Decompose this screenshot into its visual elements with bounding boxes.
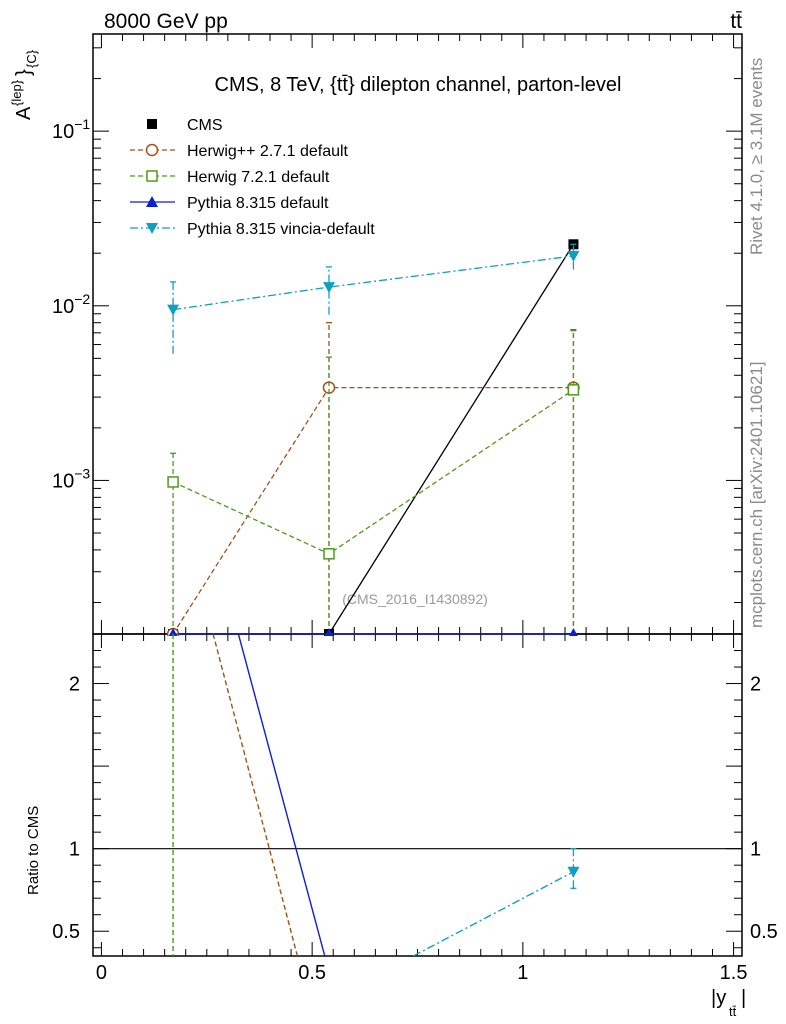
legend-marker-1 [145, 143, 159, 157]
legend-label-2: Herwig 7.2.1 default [187, 169, 330, 186]
svg-text:A: A [13, 106, 35, 120]
series-3-point [168, 628, 178, 636]
svg-text:{C}: {C} [24, 49, 39, 68]
ratio-series-group [172, 634, 580, 956]
x-axis-label: |y tt̄ | [711, 987, 746, 1019]
ratio-frame [92, 633, 743, 957]
series-2-point [167, 476, 179, 488]
x-tick-label: 1 [517, 962, 528, 984]
svg-text:|: | [741, 987, 746, 1009]
legend-marker-2 [146, 170, 158, 182]
ratio-y-tick-label: 2 [69, 674, 80, 696]
process-label: tt̄ [730, 10, 742, 33]
legend: CMS Herwig++ 2.7.1 default Herwig 7.2.1 de… [130, 117, 375, 238]
ratio-line-0 [212, 634, 299, 956]
svg-text:{lep}: {lep} [9, 79, 24, 106]
ratio-y-tick-label: 1 [750, 839, 761, 861]
svg-text:}: } [13, 69, 35, 76]
plot-title: CMS, 8 TeV, {tt̄} dilepton channel, part… [215, 74, 622, 96]
series-3-point [569, 628, 578, 636]
mcplots-source-label: mcplots.cern.ch [arXiv:2401.10621] [747, 362, 766, 628]
legend-marker-4 [146, 223, 158, 234]
series-0-line [173, 243, 574, 635]
ratio-axis-label: Ratio to CMS [25, 806, 42, 895]
ratio-y-tick-label: 1 [69, 839, 80, 861]
svg-text:tt̄: tt̄ [729, 1004, 737, 1019]
series-4-point [323, 282, 335, 294]
ratio-line-1 [237, 634, 326, 956]
ratio-y-tick-label: 0.5 [750, 921, 778, 943]
y-tick-label: 10−3 [52, 465, 90, 492]
series-2-point [323, 548, 335, 560]
series-2-line [172, 389, 574, 555]
legend-label-3: Pythia 8.315 default [187, 195, 329, 212]
legend-marker-3 [146, 196, 158, 207]
legend-marker-0 [147, 119, 157, 129]
series-4-line [172, 255, 574, 311]
analysis-watermark: (CMS_2016_I1430892) [342, 591, 488, 607]
ratio-point-0 [567, 866, 580, 878]
legend-label-1: Herwig++ 2.7.1 default [187, 143, 349, 160]
x-tick-label: 1.5 [720, 962, 748, 984]
ratio-line-3 [412, 871, 574, 956]
svg-text:|y: |y [711, 987, 726, 1009]
series-4-point [567, 250, 580, 262]
legend-label-0: CMS [187, 117, 223, 134]
y-tick-label: 10−2 [52, 291, 90, 318]
ratio-y-tick-label: 0.5 [52, 921, 80, 943]
legend-label-4: Pythia 8.315 vincia-default [187, 221, 375, 238]
x-tick-label: 0.5 [298, 962, 326, 984]
y-tick-label: 10−1 [52, 116, 90, 143]
series-4-point [167, 304, 180, 316]
rivet-version-label: Rivet 4.1.0, ≥ 3.1M events [747, 58, 766, 255]
x-tick-label: 0 [96, 962, 107, 984]
y-axis-label: A {lep} } {C} [9, 49, 39, 120]
ratio-y-tick-label: 2 [750, 674, 761, 696]
series-2-point [567, 384, 580, 396]
energy-label: 8000 GeV pp [104, 10, 228, 33]
series-3-point [324, 628, 334, 636]
main-series-group [166, 239, 580, 636]
